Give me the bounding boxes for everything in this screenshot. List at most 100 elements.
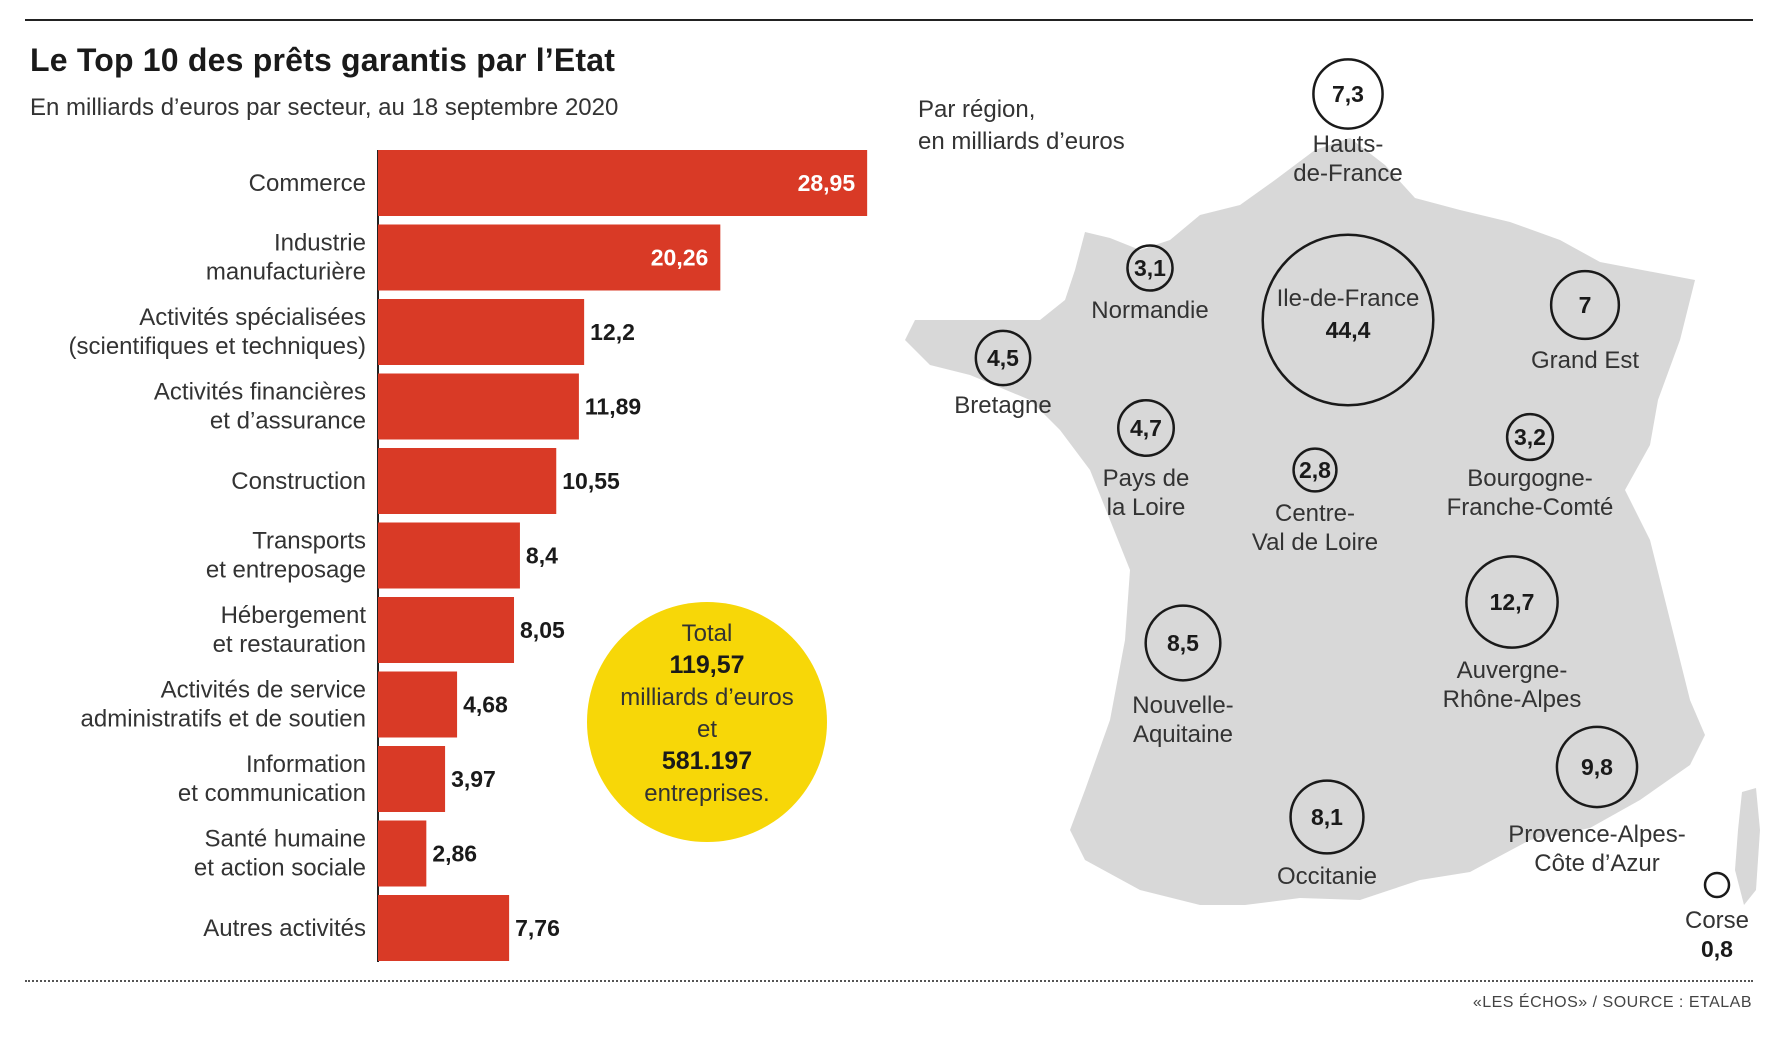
bar-category-label: Activités financières	[154, 379, 366, 406]
chart-title: Le Top 10 des prêts garantis par l’Etat	[30, 42, 616, 78]
bar-value-label: 8,4	[526, 543, 558, 569]
bar-category-label: et communication	[178, 780, 366, 807]
bar-value-label: 3,97	[451, 766, 496, 792]
total-amount: 119,57	[669, 651, 744, 679]
bar-6	[378, 597, 515, 663]
region-value: 44,4	[1326, 317, 1371, 343]
region-name: Nouvelle-	[1132, 692, 1233, 719]
bar-value-label: 10,55	[562, 468, 620, 494]
bar-2	[378, 299, 585, 365]
region-bubble	[1505, 412, 1555, 462]
bar-3	[378, 373, 579, 440]
region-value: 7,3	[1332, 81, 1364, 107]
bar-0	[378, 150, 868, 216]
region-value: 7	[1579, 292, 1592, 318]
region-bubble	[1555, 725, 1639, 809]
bar-category-label: (scientifiques et techniques)	[69, 333, 367, 360]
region-value: 3,2	[1514, 424, 1546, 450]
map-caption: Par région, en milliards d’euros	[918, 94, 1125, 158]
bar-category-label: Transports	[252, 528, 366, 555]
region-name: Ile-de-France	[1277, 285, 1420, 312]
bar-10	[378, 895, 510, 961]
region-name: Val de Loire	[1252, 529, 1378, 556]
bar-category-label: Commerce	[249, 170, 366, 197]
bar-category-label: Hébergement	[221, 602, 367, 629]
bar-category-label: et action sociale	[194, 855, 366, 882]
region-value: 4,5	[987, 345, 1019, 371]
region-bubble	[1465, 555, 1559, 649]
total-bubble-circle	[587, 602, 827, 842]
bar-category-label: Construction	[231, 468, 366, 495]
region-bubble	[1261, 233, 1435, 407]
region-value: 4,7	[1130, 415, 1162, 441]
region-value: 0,8	[1701, 936, 1733, 962]
map-caption-line1: Par région,	[918, 96, 1036, 123]
region-name: Bretagne	[954, 392, 1051, 419]
total-unit: milliards d’euros	[620, 684, 793, 711]
source-credit: «LES ÉCHOS» / SOURCE : ETALAB	[1472, 994, 1752, 1011]
bar-value-label: 8,05	[520, 617, 565, 643]
bar-4	[378, 448, 557, 514]
bar-category-label: administratifs et de soutien	[81, 706, 366, 733]
bottom-rule	[25, 980, 1753, 982]
region-value: 8,5	[1167, 630, 1199, 656]
bar-value-label: 11,89	[585, 394, 641, 420]
bar-value-label: 20,26	[651, 245, 709, 271]
france-map	[905, 138, 1760, 905]
bar-category-label: Information	[246, 751, 366, 778]
region-name: Occitanie	[1277, 863, 1377, 890]
chart-subtitle: En milliards d’euros par secteur, au 18 …	[30, 94, 619, 121]
top-rule	[25, 19, 1753, 21]
region-bubble	[1312, 58, 1384, 130]
region-name: Rhône-Alpes	[1443, 686, 1582, 713]
region-value: 3,1	[1134, 255, 1166, 281]
bar-value-label: 4,68	[463, 692, 508, 718]
bar-category-label: et d’assurance	[210, 408, 366, 435]
total-label: Total	[682, 620, 733, 647]
bar-7	[378, 671, 458, 738]
bar-value-label: 2,86	[432, 841, 477, 867]
bar-value-label: 12,2	[590, 319, 635, 345]
bar-category-label: Industrie	[274, 230, 366, 257]
bar-category-label: et entreposage	[206, 557, 366, 584]
bar-category-label: Autres activités	[203, 915, 366, 942]
region-name: Auvergne-	[1457, 657, 1568, 684]
region-bubble	[1144, 604, 1222, 682]
region-name: Corse	[1685, 907, 1749, 934]
total-bubble: Total 119,57 milliards d’euros et 581.19…	[587, 602, 827, 842]
bar-value-label: 28,95	[798, 170, 856, 196]
region-bubble	[1292, 447, 1338, 493]
region-name: Centre-	[1275, 500, 1355, 527]
region-name: Franche-Comté	[1447, 494, 1614, 521]
bar-category-label: Santé humaine	[205, 826, 366, 853]
region-value: 9,8	[1581, 754, 1613, 780]
bar-category-label: et restauration	[213, 631, 366, 658]
bar-category-label: manufacturière	[206, 259, 366, 286]
bar-category-label: Activités de service	[161, 677, 366, 704]
bar-8	[378, 746, 446, 812]
bar-1	[378, 224, 721, 291]
region-bubble	[974, 329, 1032, 387]
total-companies-label: entreprises.	[644, 780, 769, 807]
bar-9	[378, 820, 427, 887]
region-bubble	[1126, 244, 1174, 292]
total-connector: et	[697, 716, 717, 743]
region-name: Aquitaine	[1133, 721, 1233, 748]
region-bubble	[1703, 871, 1731, 899]
region-bubbles: 7,3 Hauts-de-France 3,1 Normandie Ile-de-Fra…	[954, 58, 1749, 962]
region-bubble	[1549, 269, 1621, 341]
total-companies: 581.197	[662, 747, 752, 775]
region-name: Normandie	[1091, 297, 1208, 324]
bar-5	[378, 522, 520, 589]
region-name: la Loire	[1107, 494, 1186, 521]
region-value: 2,8	[1299, 457, 1331, 483]
region-bubble	[1117, 399, 1175, 457]
region-name: Pays de	[1103, 465, 1190, 492]
corse-shape	[1735, 788, 1760, 905]
region-name: Côte d’Azur	[1534, 850, 1659, 877]
region-name: Hauts-	[1313, 131, 1384, 158]
region-name: Provence-Alpes-	[1508, 821, 1685, 848]
map-caption-line2: en milliards d’euros	[918, 128, 1125, 155]
